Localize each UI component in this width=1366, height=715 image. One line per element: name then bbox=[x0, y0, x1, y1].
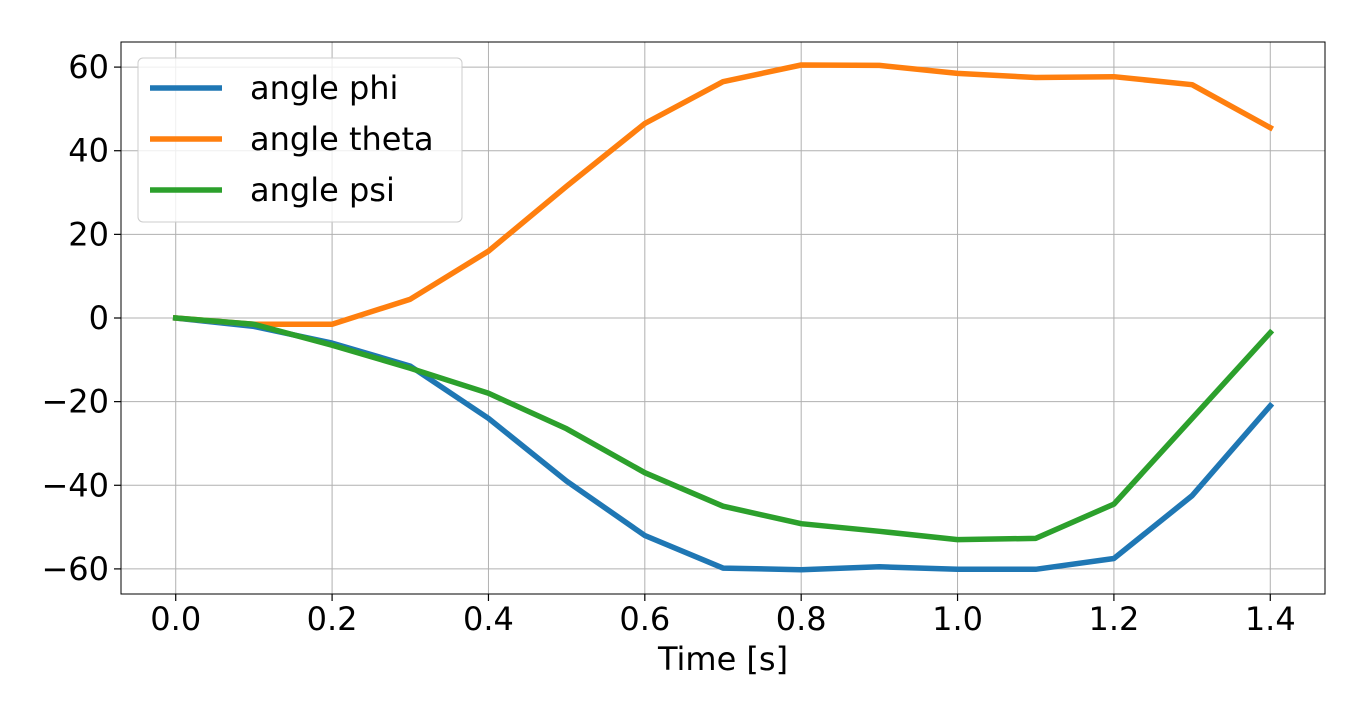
y-tick-label: 60 bbox=[68, 48, 109, 86]
legend-label-angle-psi: angle psi bbox=[250, 171, 395, 209]
legend: angle phi angle theta angle psi bbox=[137, 57, 463, 223]
x-tick-label: 0.8 bbox=[776, 600, 827, 638]
y-tick-label: −20 bbox=[41, 383, 109, 421]
series-line-angle-psi bbox=[172, 315, 1275, 543]
y-tick-label: 20 bbox=[68, 215, 109, 253]
x-tick-label: 0.4 bbox=[463, 600, 514, 638]
x-tick-label: 0.0 bbox=[150, 600, 201, 638]
x-tick-label: 0.2 bbox=[307, 600, 358, 638]
x-tick-label: 1.4 bbox=[1245, 600, 1296, 638]
x-axis-ticks: 0.0 0.2 0.4 0.6 0.8 1.0 1.2 1.4 bbox=[150, 594, 1296, 638]
x-axis-label: Time [s] bbox=[657, 640, 788, 678]
x-tick-label: 1.2 bbox=[1088, 600, 1139, 638]
x-tick-label: 0.6 bbox=[619, 600, 670, 638]
series-line-angle-theta bbox=[172, 62, 1275, 328]
series-lines bbox=[172, 62, 1275, 573]
y-tick-label: −40 bbox=[41, 466, 109, 504]
y-tick-label: −60 bbox=[41, 550, 109, 588]
y-axis-ticks: 60 40 20 0 −20 −40 −60 bbox=[41, 48, 121, 588]
legend-label-angle-phi: angle phi bbox=[250, 69, 398, 107]
x-tick-label: 1.0 bbox=[932, 600, 983, 638]
legend-box bbox=[137, 57, 463, 223]
legend-label-angle-theta: angle theta bbox=[250, 120, 434, 158]
y-tick-label: 0 bbox=[89, 299, 109, 337]
y-tick-label: 40 bbox=[68, 132, 109, 170]
